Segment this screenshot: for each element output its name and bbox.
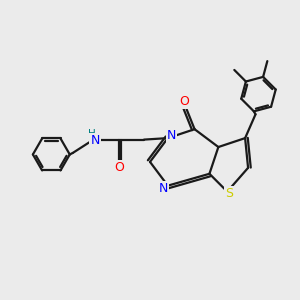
Text: S: S — [225, 187, 233, 200]
Text: O: O — [179, 95, 189, 108]
Text: O: O — [114, 161, 124, 174]
Text: N: N — [159, 182, 168, 195]
Text: H: H — [88, 129, 96, 139]
Text: N: N — [167, 129, 176, 142]
Text: N: N — [90, 134, 100, 147]
